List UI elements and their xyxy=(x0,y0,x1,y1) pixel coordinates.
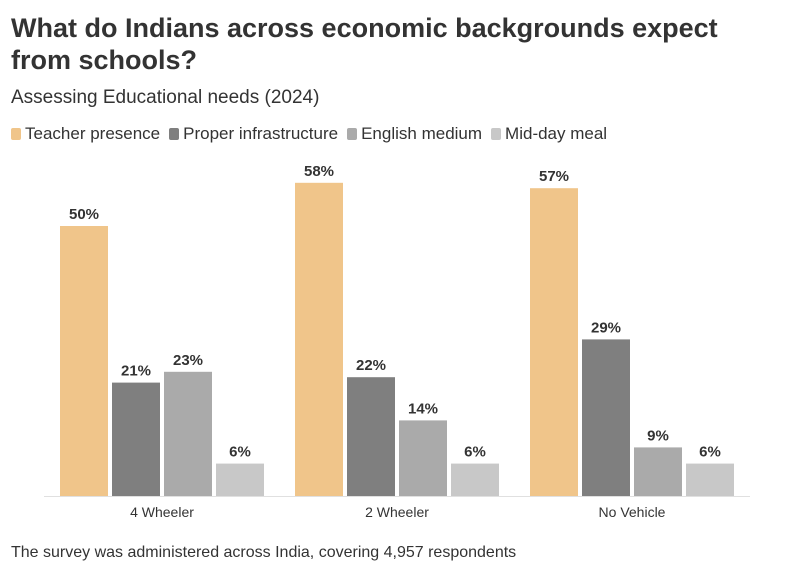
bar xyxy=(164,371,212,496)
bar xyxy=(347,377,395,496)
legend-swatch xyxy=(169,128,180,140)
chart-subtitle: Assessing Educational needs (2024) xyxy=(11,87,320,108)
data-label: 57% xyxy=(539,168,569,185)
legend-label: Mid-day meal xyxy=(505,124,608,143)
x-tick-label: No Vehicle xyxy=(599,504,666,520)
data-label: 22% xyxy=(356,357,386,374)
data-label: 6% xyxy=(229,444,251,461)
bar xyxy=(451,463,499,496)
bar xyxy=(634,447,682,496)
bar xyxy=(216,463,264,496)
bar xyxy=(530,188,578,496)
data-label: 6% xyxy=(464,444,486,461)
data-label: 14% xyxy=(408,400,438,417)
bar xyxy=(399,420,447,496)
legend-item: Mid-day meal xyxy=(491,124,607,144)
data-label: 9% xyxy=(647,427,669,444)
chart-legend: Teacher presence Proper infrastructure Eng… xyxy=(11,124,616,144)
legend-item: Proper infrastructure xyxy=(169,124,338,144)
legend-swatch xyxy=(347,128,358,140)
data-label: 29% xyxy=(591,319,621,336)
legend-label: Teacher presence xyxy=(25,124,161,143)
bar xyxy=(295,182,343,497)
legend-label: English medium xyxy=(361,124,483,143)
chart-title: What do Indians across economic backgrou… xyxy=(11,13,718,75)
data-label: 23% xyxy=(173,352,203,369)
bar-chart: 50% 21% 23% 6% 4 Wheeler 58% 22% 14% 6% 2 Wheeler… xyxy=(44,163,750,520)
bar xyxy=(582,339,630,496)
chart-footnote: The survey was administered across India… xyxy=(11,544,517,561)
bar xyxy=(686,463,734,496)
legend-item: Teacher presence xyxy=(11,124,160,144)
legend-label: Proper infrastructure xyxy=(183,124,339,143)
x-tick-label: 4 Wheeler xyxy=(130,504,194,520)
x-tick-label: 2 Wheeler xyxy=(365,504,429,520)
bar xyxy=(112,382,160,496)
data-label: 58% xyxy=(304,163,334,180)
legend-swatch xyxy=(11,128,21,140)
legend-swatch xyxy=(491,128,502,140)
data-label: 50% xyxy=(69,206,99,223)
bar xyxy=(60,226,108,496)
legend-item: English medium xyxy=(347,124,482,144)
data-label: 21% xyxy=(121,363,151,380)
data-label: 6% xyxy=(699,444,721,461)
